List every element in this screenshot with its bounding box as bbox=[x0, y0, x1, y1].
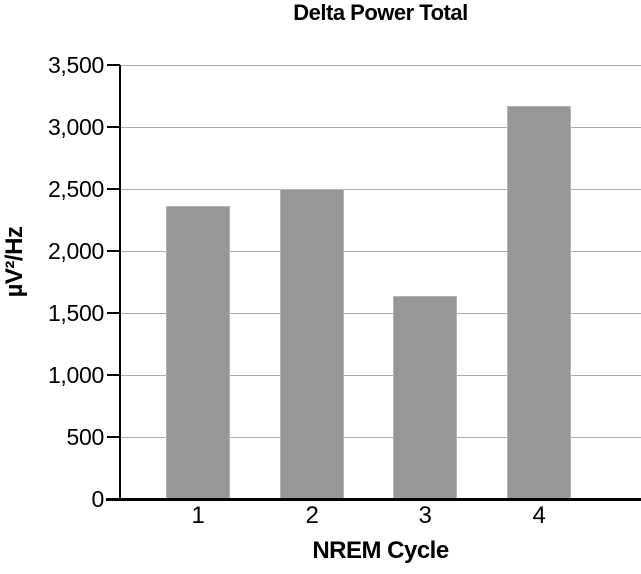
x-tick-label: 1 bbox=[191, 502, 205, 529]
y-tick-label: 500 bbox=[66, 424, 105, 450]
y-tick-label: 3,000 bbox=[47, 114, 104, 140]
y-tick-label: 0 bbox=[91, 486, 105, 512]
bar bbox=[166, 206, 230, 499]
y-tick-mark bbox=[107, 188, 120, 190]
y-tick-label: 2,500 bbox=[47, 176, 104, 202]
y-tick-mark bbox=[107, 312, 120, 314]
bar bbox=[507, 105, 571, 499]
y-tick-mark bbox=[107, 64, 120, 66]
y-tick-mark bbox=[107, 250, 120, 252]
y-tick-mark bbox=[107, 436, 120, 438]
y-tick-label: 2,000 bbox=[47, 238, 104, 264]
gridline bbox=[120, 374, 641, 376]
x-axis-label: NREM Cycle bbox=[312, 537, 449, 564]
y-tick-label: 3,500 bbox=[47, 52, 104, 78]
y-axis-line bbox=[119, 65, 121, 500]
gridline bbox=[120, 126, 641, 128]
x-tick-label: 2 bbox=[305, 502, 319, 529]
gridline bbox=[120, 188, 641, 190]
y-tick-label: 1,000 bbox=[47, 362, 104, 388]
bar bbox=[393, 295, 457, 499]
bar bbox=[280, 189, 344, 499]
gridline bbox=[120, 436, 641, 438]
y-tick-mark bbox=[107, 126, 120, 128]
gridline bbox=[120, 64, 641, 66]
gridline bbox=[120, 250, 641, 252]
y-tick-mark bbox=[107, 374, 120, 376]
y-tick-label: 1,500 bbox=[47, 300, 104, 326]
x-tick-label: 3 bbox=[418, 502, 432, 529]
x-tick-label: 4 bbox=[532, 502, 546, 529]
chart-title: Delta Power Total bbox=[293, 0, 468, 25]
gridline bbox=[120, 312, 641, 314]
x-axis-line bbox=[106, 498, 641, 501]
